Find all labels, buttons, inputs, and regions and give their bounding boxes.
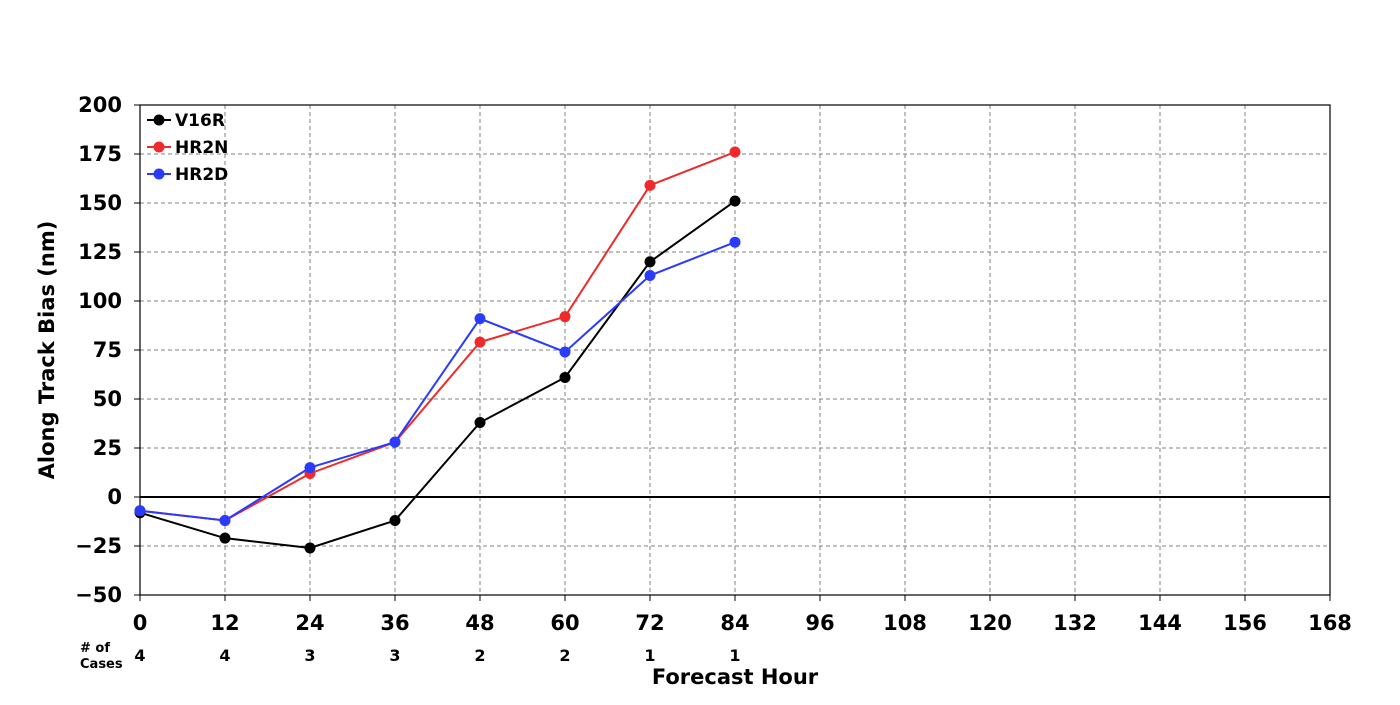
x-tick-label: 36 — [380, 611, 409, 635]
y-tick-label: −25 — [75, 534, 122, 558]
grid — [140, 105, 1330, 595]
data-point-hr2d — [729, 236, 741, 248]
case-count: 4 — [219, 646, 230, 665]
data-point-hr2d — [644, 270, 656, 282]
series-line-v16r — [139, 200, 736, 549]
x-tick-label: 72 — [635, 611, 664, 635]
y-tick-label: 175 — [78, 142, 122, 166]
y-tick-label: 200 — [78, 93, 122, 117]
cases-title-line1: # of — [80, 641, 110, 656]
y-tick-label: 100 — [78, 289, 122, 313]
data-point-hr2d — [134, 505, 146, 517]
x-tick-label: 108 — [883, 611, 927, 635]
y-tick-label: 25 — [93, 436, 122, 460]
x-tick-label: 0 — [133, 611, 148, 635]
data-point-hr2n — [644, 179, 656, 191]
legend-marker-hr2n — [153, 141, 165, 153]
data-point-hr2d — [304, 462, 316, 474]
x-tick-label: 48 — [465, 611, 494, 635]
x-tick-label: 156 — [1223, 611, 1267, 635]
y-tick-label: 125 — [78, 240, 122, 264]
y-tick-label: 150 — [78, 191, 122, 215]
x-tick-label: 120 — [968, 611, 1012, 635]
data-point-v16r — [729, 195, 741, 207]
x-tick-label: 144 — [1138, 611, 1182, 635]
data-point-v16r — [644, 256, 656, 268]
legend-label-hr2n: HR2N — [175, 138, 228, 158]
x-tick-label: 96 — [805, 611, 834, 635]
legend-marker-hr2d — [153, 168, 165, 180]
data-point-hr2n — [474, 336, 486, 348]
x-tick-label: 60 — [550, 611, 579, 635]
y-axis-title: Along Track Bias (nm) — [35, 221, 59, 480]
data-point-hr2d — [389, 436, 401, 448]
y-tick-label: 0 — [107, 485, 122, 509]
data-point-hr2n — [729, 146, 741, 158]
y-tick-label: 75 — [93, 338, 122, 362]
x-axis-title: Forecast Hour — [652, 665, 819, 689]
data-point-v16r — [474, 417, 486, 429]
legend-marker-v16r — [153, 114, 165, 126]
legend-label-v16r: V16R — [175, 111, 225, 131]
x-tick-label: 168 — [1308, 611, 1352, 635]
data-point-v16r — [559, 371, 571, 383]
case-count: 2 — [474, 646, 485, 665]
data-point-hr2n — [559, 311, 571, 323]
cases-title-line2: Cases — [80, 657, 123, 672]
legend: V16R HR2N HR2D — [147, 111, 228, 185]
ticks: 0 12 24 36 48 60 72 84 96 108 120 132 144 156 168 −50 −2… — [75, 93, 1352, 635]
x-tick-label: 84 — [720, 611, 749, 635]
case-count: 2 — [559, 646, 570, 665]
series-group — [134, 146, 741, 554]
x-tick-label: 24 — [295, 611, 324, 635]
data-point-v16r — [304, 542, 316, 554]
legend-label-hr2d: HR2D — [175, 165, 228, 185]
data-point-v16r — [219, 532, 231, 544]
x-tick-label: 12 — [210, 611, 239, 635]
data-point-v16r — [389, 515, 401, 527]
x-tick-label: 132 — [1053, 611, 1097, 635]
case-count: 4 — [134, 646, 145, 665]
case-count: 3 — [304, 646, 315, 665]
series-line-hr2n — [139, 151, 736, 522]
data-point-hr2d — [559, 346, 571, 358]
case-count: 1 — [729, 646, 740, 665]
case-count: 1 — [644, 646, 655, 665]
case-count: 3 — [389, 646, 400, 665]
data-point-hr2d — [474, 313, 486, 325]
y-tick-label: 50 — [93, 387, 122, 411]
cases-row: # of Cases 4 4 3 3 2 2 1 1 — [80, 641, 741, 672]
y-tick-label: −50 — [75, 583, 122, 607]
series-line-hr2d — [139, 241, 736, 522]
data-point-hr2d — [219, 515, 231, 527]
